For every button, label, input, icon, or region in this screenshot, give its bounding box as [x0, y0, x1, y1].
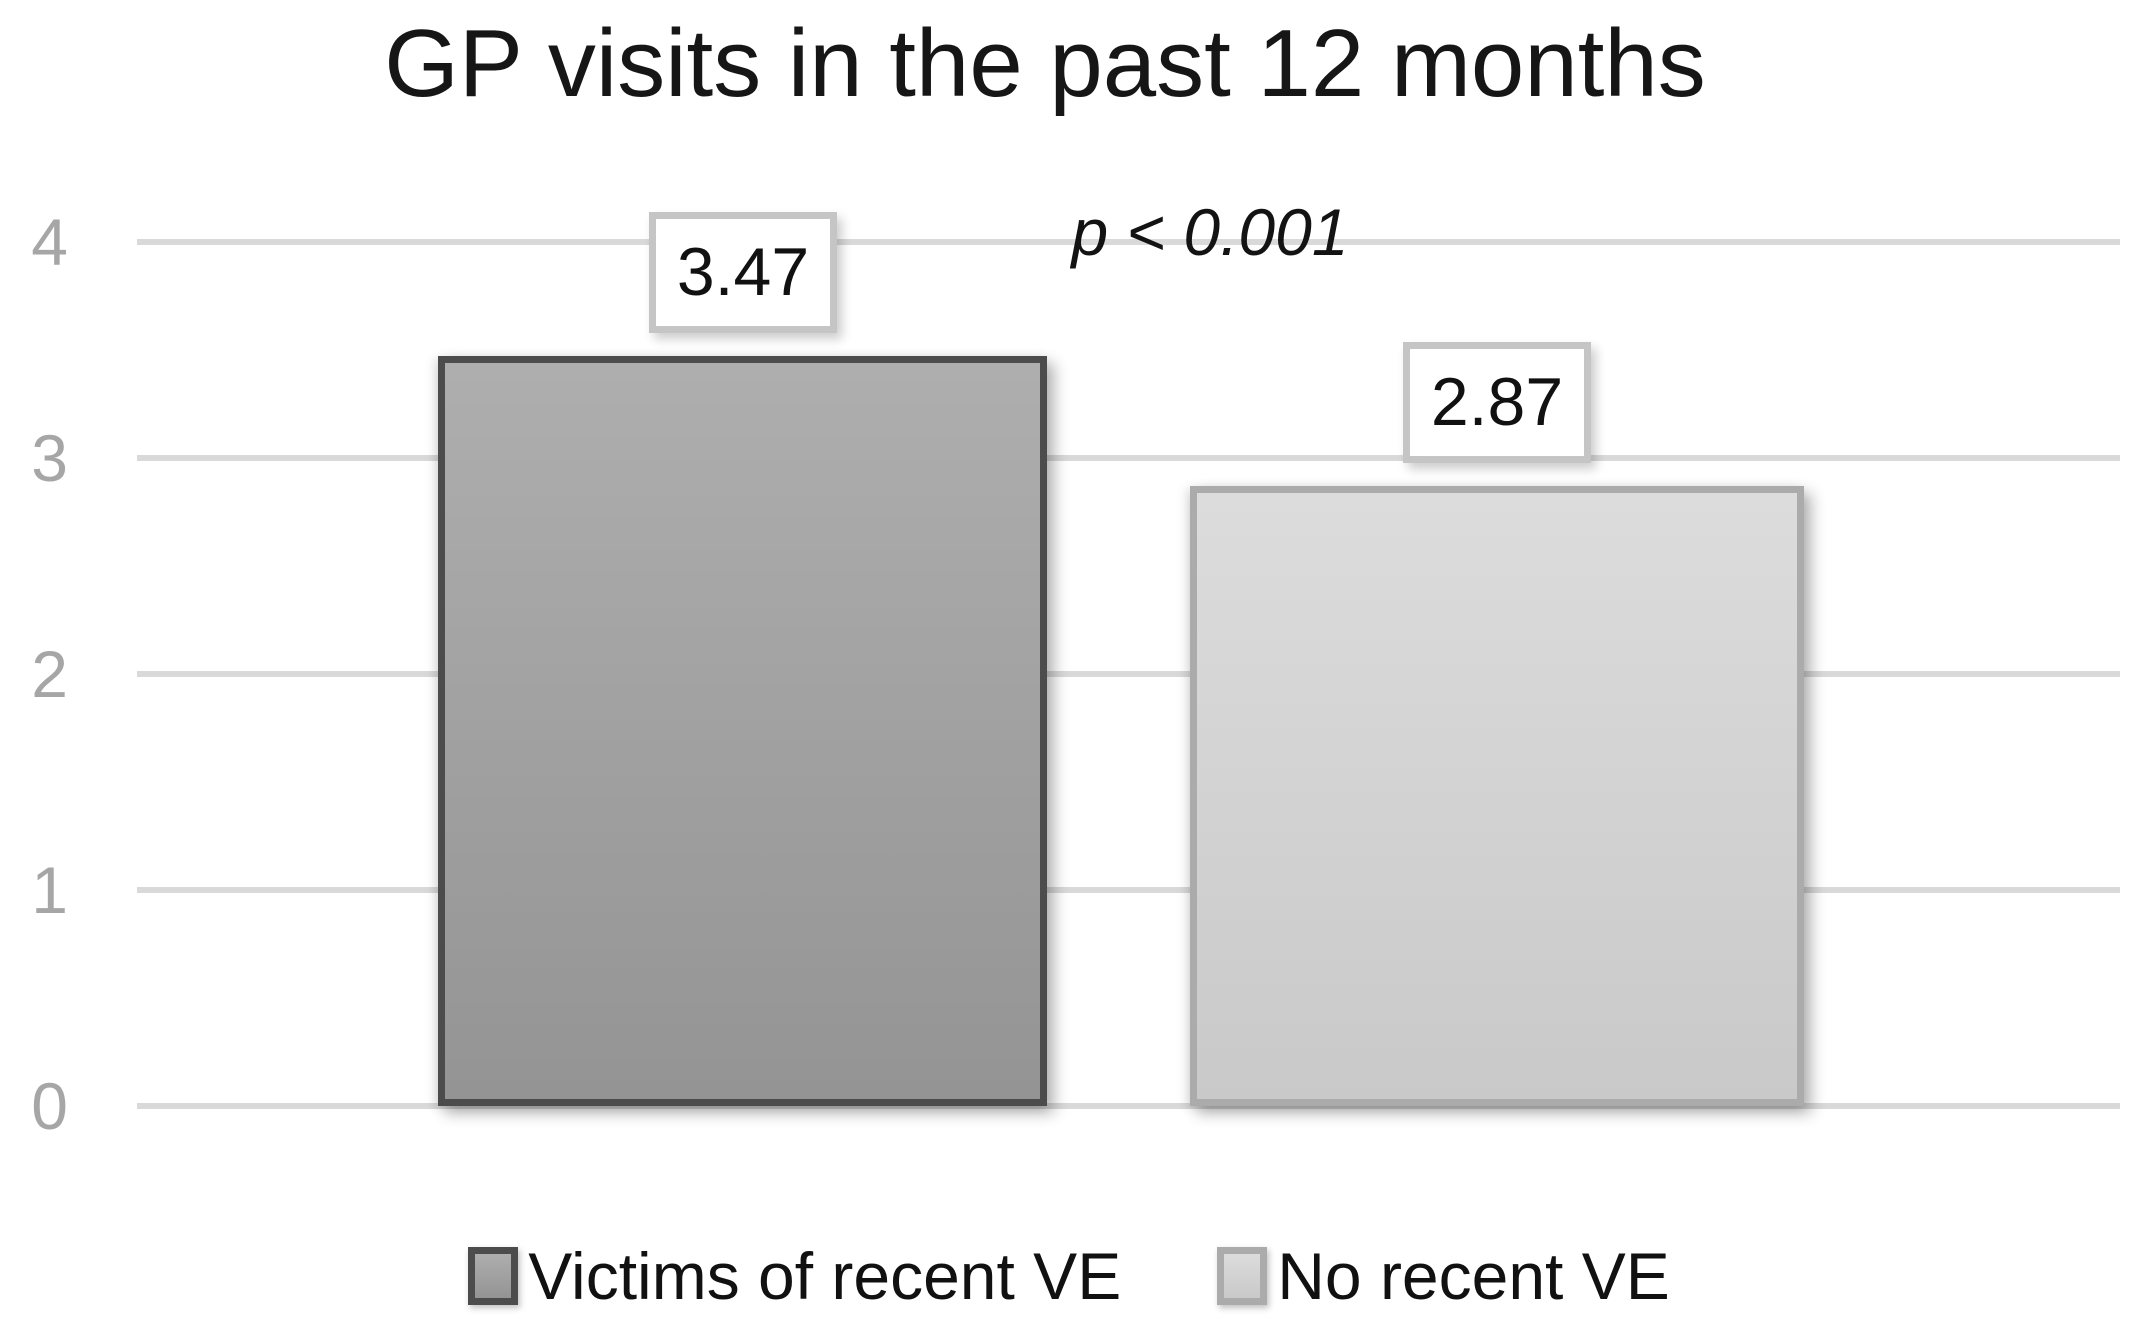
bar-victims-of-recent-ve: [438, 356, 1047, 1106]
p-value-annotation: p < 0.001: [1071, 195, 1349, 269]
gridline-2: [137, 671, 2120, 677]
legend: Victims of recent VE No recent VE: [0, 1238, 2138, 1314]
legend-swatch-victims-icon: [468, 1247, 519, 1305]
legend-label-no-recent-ve: No recent VE: [1277, 1239, 1670, 1313]
bar-no-recent-ve: [1190, 486, 1804, 1106]
y-tick-label-0: 0: [31, 1069, 68, 1143]
gridline-3: [137, 455, 2120, 461]
legend-label-victims: Victims of recent VE: [528, 1239, 1122, 1313]
data-label-victims: 3.47: [649, 212, 837, 333]
y-tick-label-3: 3: [31, 421, 68, 495]
plot-area: 3.47 2.87: [137, 212, 2120, 1109]
data-label-no-recent-ve: 2.87: [1403, 342, 1591, 463]
gridline-1: [137, 887, 2120, 893]
y-tick-label-2: 2: [31, 637, 68, 711]
legend-item-no-recent-ve: No recent VE: [1217, 1238, 1670, 1314]
chart-title: GP visits in the past 12 months: [384, 10, 1706, 117]
legend-swatch-no-recent-ve-icon: [1217, 1247, 1268, 1305]
gridline-0-baseline: [137, 1103, 2120, 1109]
y-tick-label-1: 1: [31, 853, 68, 927]
y-tick-label-4: 4: [31, 205, 68, 279]
legend-item-victims: Victims of recent VE: [468, 1238, 1121, 1314]
gridline-4: [137, 239, 2120, 245]
